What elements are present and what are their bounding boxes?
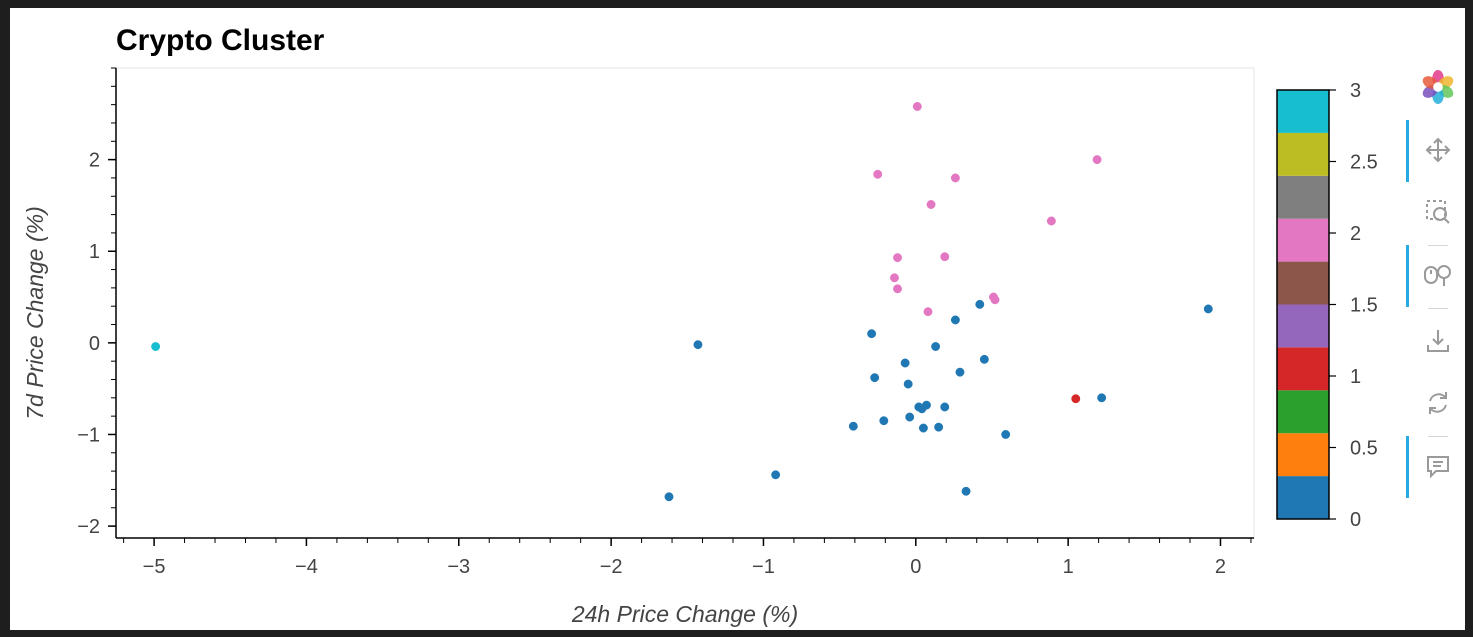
scatter-point[interactable] bbox=[151, 342, 161, 351]
y-axis-label: 7d Price Change (%) bbox=[22, 206, 48, 420]
scatter-point[interactable] bbox=[848, 421, 858, 431]
x-axis-label: 24h Price Change (%) bbox=[571, 601, 798, 627]
pan-tool-active-indicator bbox=[1406, 120, 1409, 182]
scatter-point[interactable] bbox=[923, 307, 933, 317]
bokeh-logo-icon[interactable] bbox=[1421, 70, 1455, 104]
scatter-point[interactable] bbox=[1001, 430, 1011, 439]
colorbar-swatch bbox=[1277, 390, 1329, 434]
colorbar-swatch bbox=[1277, 261, 1329, 305]
wheel-zoom-tool-active-indicator bbox=[1406, 245, 1409, 307]
scatter-point[interactable] bbox=[693, 340, 703, 350]
scatter-point[interactable] bbox=[931, 342, 941, 351]
scatter-point[interactable] bbox=[893, 284, 902, 294]
scatter-point[interactable] bbox=[940, 402, 950, 412]
scatter-point[interactable] bbox=[873, 169, 883, 179]
colorbar-swatch bbox=[1277, 90, 1329, 133]
colorbar-swatch bbox=[1277, 132, 1329, 176]
scatter-point[interactable] bbox=[1092, 155, 1102, 165]
scatter-point[interactable] bbox=[955, 367, 965, 377]
toolbar-separator bbox=[1428, 245, 1448, 246]
colorbar-tick-label: 0.5 bbox=[1350, 438, 1378, 460]
colorbar-swatch bbox=[1277, 433, 1329, 477]
scatter-point[interactable] bbox=[1097, 393, 1107, 403]
scatter-point[interactable] bbox=[979, 354, 989, 364]
bokeh-figure: Crypto Cluster −5 −4 −3 −2 −1 0 1 2 −2 −1 0 1 2 24h… bbox=[10, 8, 1465, 630]
colorbar-swatch bbox=[1277, 347, 1329, 391]
scatter-point[interactable] bbox=[975, 299, 985, 309]
save-tool-button[interactable] bbox=[1421, 326, 1455, 360]
scatter-point[interactable] bbox=[867, 329, 877, 339]
scatter-point[interactable] bbox=[771, 470, 781, 480]
scatter-point[interactable] bbox=[900, 358, 910, 368]
scatter-point[interactable] bbox=[950, 315, 960, 325]
scatter-point[interactable] bbox=[903, 379, 913, 389]
wheel-zoom-tool-button[interactable] bbox=[1421, 260, 1455, 294]
colorbar-tick-label: 1.5 bbox=[1350, 295, 1378, 317]
colorbar-tick-label: 2.5 bbox=[1350, 152, 1378, 174]
y-tick-label: 1 bbox=[89, 241, 100, 263]
colorbar-tick-label: 1 bbox=[1350, 366, 1361, 388]
scatter-points bbox=[151, 102, 1213, 502]
scatter-point[interactable] bbox=[1046, 216, 1056, 226]
scatter-point[interactable] bbox=[890, 273, 899, 283]
scatter-point[interactable] bbox=[893, 253, 902, 263]
hover-icon bbox=[1424, 452, 1452, 485]
scatter-point[interactable] bbox=[912, 102, 922, 111]
scatter-point[interactable] bbox=[879, 416, 889, 426]
scatter-point[interactable] bbox=[1071, 394, 1081, 404]
chart-svg: Crypto Cluster −5 −4 −3 −2 −1 0 1 2 −2 −1 0 1 2 24h… bbox=[22, 24, 1378, 627]
scatter-point[interactable] bbox=[664, 492, 674, 502]
colorbar-tick-label: 0 bbox=[1350, 509, 1361, 531]
plot-area[interactable] bbox=[115, 67, 1255, 539]
x-tick-label: −4 bbox=[295, 556, 318, 578]
reset-icon bbox=[1424, 389, 1452, 422]
move-icon bbox=[1424, 136, 1452, 169]
download-icon bbox=[1424, 327, 1452, 360]
x-tick-label: 1 bbox=[1063, 556, 1074, 578]
hover-tool-active-indicator bbox=[1406, 436, 1409, 498]
colorbar-swatch bbox=[1277, 304, 1329, 348]
colorbar-swatch bbox=[1277, 218, 1329, 262]
y-tick-label: 2 bbox=[89, 150, 100, 172]
colorbar-tick-label: 2 bbox=[1350, 223, 1361, 245]
y-tick-label: −1 bbox=[77, 424, 100, 446]
scatter-point[interactable] bbox=[905, 412, 915, 422]
reset-tool-button[interactable] bbox=[1421, 388, 1455, 422]
toolbar-separator bbox=[1428, 308, 1448, 309]
wheel-zoom-icon bbox=[1423, 261, 1453, 294]
colorbar-swatch bbox=[1277, 476, 1329, 519]
box-zoom-icon bbox=[1424, 198, 1452, 231]
scatter-point[interactable] bbox=[940, 252, 950, 262]
x-tick-label: −5 bbox=[143, 556, 166, 578]
colorbar-tick-label: 3 bbox=[1350, 80, 1361, 102]
box-zoom-tool-button[interactable] bbox=[1421, 197, 1455, 231]
scatter-point[interactable] bbox=[990, 295, 1000, 305]
chart-title: Crypto Cluster bbox=[116, 24, 325, 57]
toolbar-separator bbox=[1428, 436, 1448, 437]
scatter-point[interactable] bbox=[961, 486, 971, 496]
x-tick-label: −1 bbox=[752, 556, 775, 578]
scatter-point[interactable] bbox=[1203, 304, 1213, 314]
colorbar: 0 0.5 1 1.5 2 2.5 3 bbox=[1276, 80, 1378, 531]
y-tick-label: −2 bbox=[77, 516, 100, 538]
scatter-point[interactable] bbox=[950, 173, 960, 183]
scatter-point[interactable] bbox=[926, 200, 936, 209]
x-axis: −5 −4 −3 −2 −1 0 1 2 bbox=[116, 537, 1254, 578]
pan-tool-button[interactable] bbox=[1421, 135, 1455, 169]
colorbar-swatch bbox=[1277, 175, 1329, 219]
scatter-point[interactable] bbox=[934, 422, 944, 432]
y-tick-label: 0 bbox=[89, 333, 100, 355]
hover-tool-button[interactable] bbox=[1421, 451, 1455, 485]
y-axis: −2 −1 0 1 2 bbox=[77, 67, 117, 538]
x-tick-label: 2 bbox=[1215, 556, 1226, 578]
scatter-point[interactable] bbox=[922, 400, 931, 410]
x-tick-label: 0 bbox=[910, 556, 921, 578]
x-tick-label: −2 bbox=[600, 556, 623, 578]
x-tick-label: −3 bbox=[447, 556, 470, 578]
scatter-point[interactable] bbox=[870, 373, 880, 383]
scatter-point[interactable] bbox=[918, 423, 928, 433]
